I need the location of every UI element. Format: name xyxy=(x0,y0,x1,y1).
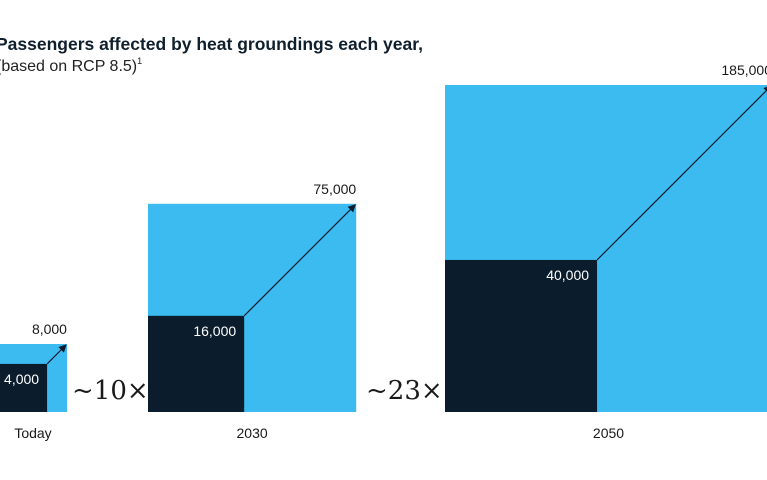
inner-value-label-2030: 16,000 xyxy=(193,323,236,339)
category-label-2030: 2030 xyxy=(237,425,268,441)
chart-subtitle: (based on RCP 8.5)1 xyxy=(0,56,142,76)
outer-value-label-today: 8,000 xyxy=(32,321,67,337)
chart-layer: 8,000 4,000 Today 75,000 16,000 2030 185,000 40… xyxy=(0,62,767,441)
inner-value-label-today: 4,000 xyxy=(4,371,39,387)
growth-arrow-today xyxy=(46,344,67,365)
outer-value-label-2030: 75,000 xyxy=(313,181,356,197)
category-label-2050: 2050 xyxy=(593,425,624,441)
multiplier-label-2: ~23× xyxy=(366,376,443,406)
chart-title: Passengers affected by heat groundings e… xyxy=(0,34,423,54)
category-label-today: Today xyxy=(14,425,51,441)
inner-square-today xyxy=(0,363,48,412)
multiplier-label-1: ~10× xyxy=(72,376,149,406)
inner-value-label-2050: 40,000 xyxy=(546,267,589,283)
outer-value-label-2050: 185,000 xyxy=(721,62,767,78)
growth-arrow-2030 xyxy=(243,204,356,317)
inner-square-2030 xyxy=(148,315,245,412)
subtitle-text: based on RCP 8.5) xyxy=(1,58,138,75)
inner-square-2050 xyxy=(445,259,598,412)
footnote-marker: 1 xyxy=(137,56,143,66)
growth-arrow-2050 xyxy=(596,85,767,261)
